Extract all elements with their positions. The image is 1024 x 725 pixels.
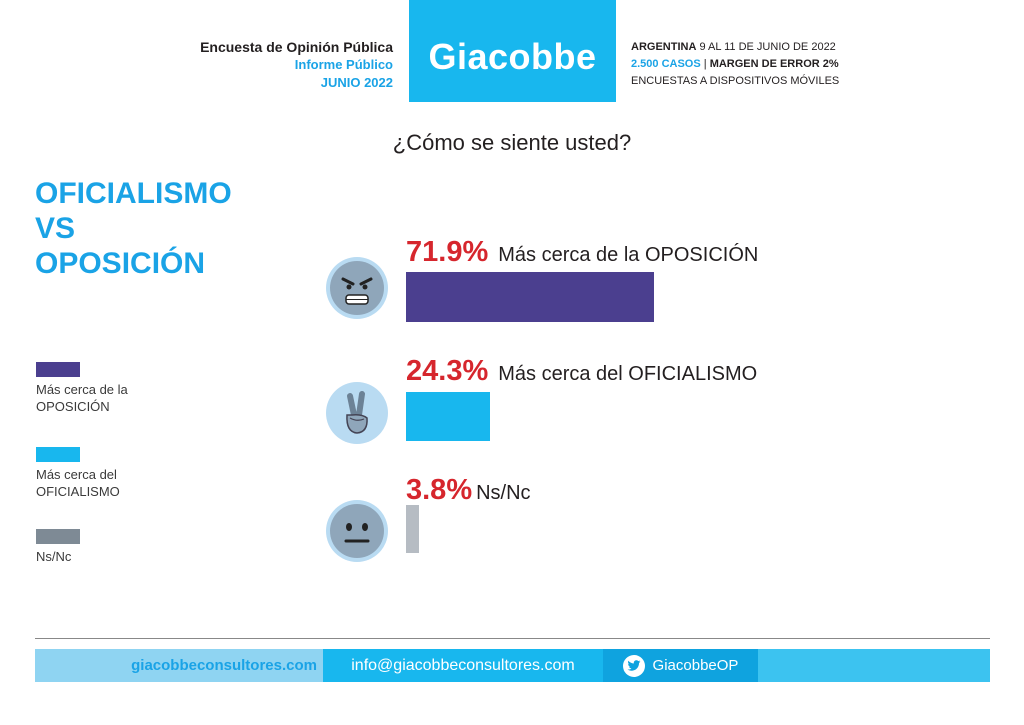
report-month: JUNIO 2022	[320, 75, 393, 90]
bar-label: 3.8% Ns/Nc	[406, 474, 531, 507]
victory-hand-icon	[326, 382, 388, 444]
legend-swatch	[36, 529, 80, 544]
legend-item-oposicion: Más cerca de la OPOSICIÓN	[36, 362, 176, 415]
footer-fill	[758, 649, 990, 682]
legend-label-line: Más cerca de la	[36, 382, 128, 397]
survey-details: ARGENTINA 9 AL 11 DE JUNIO DE 2022 2.500…	[631, 39, 839, 90]
separator: |	[703, 58, 707, 70]
data-label: 24.3%	[406, 355, 489, 387]
side-title-line: OFICIALISMO	[35, 177, 232, 210]
survey-title: Encuesta de Opinión Pública	[200, 39, 393, 55]
twitter-bird-icon	[622, 654, 645, 677]
survey-dates-line: ARGENTINA 9 AL 11 DE JUNIO DE 2022	[631, 39, 839, 56]
twitter-link[interactable]: GiacobbeOP	[603, 649, 758, 682]
giacobbe-logo: Giacobbe	[409, 0, 616, 102]
survey-info: Encuesta de Opinión Pública Informe Públ…	[200, 38, 393, 92]
chart-title: ¿Cómo se siente usted?	[392, 130, 632, 155]
bar	[406, 505, 420, 553]
side-title-line: VS	[35, 212, 76, 245]
category-label: Más cerca de la OPOSICIÓN	[498, 244, 759, 266]
angry-face-icon	[326, 257, 388, 319]
survey-dates: 9 AL 11 DE JUNIO DE 2022	[699, 41, 836, 53]
bar	[406, 272, 655, 322]
side-title: OFICIALISMO VS OPOSICIÓN	[35, 176, 232, 281]
data-label: 3.8%	[406, 474, 473, 506]
legend-swatch	[36, 447, 80, 462]
country: ARGENTINA	[631, 41, 697, 53]
case-count: 2.500 CASOS	[631, 58, 701, 70]
logo-text: Giacobbe	[428, 36, 597, 77]
neutral-face-icon	[326, 500, 388, 562]
data-label: 71.9%	[406, 236, 489, 268]
footer-divider	[35, 638, 990, 639]
legend-label-line: Ns/Nc	[36, 549, 72, 564]
website-link[interactable]: giacobbeconsultores.com	[35, 649, 323, 682]
legend-label: Más cerca del OFICIALISMO	[36, 466, 176, 500]
category-label: Más cerca del OFICIALISMO	[498, 363, 758, 385]
email-link[interactable]: info@giacobbeconsultores.com	[323, 649, 603, 682]
bar-label: 24.3% Más cerca del OFICIALISMO	[406, 355, 757, 388]
legend-swatch	[36, 362, 80, 377]
side-title-line: OPOSICIÓN	[35, 247, 206, 280]
legend-label: Más cerca de la OPOSICIÓN	[36, 381, 176, 415]
legend-label: Ns/Nc	[36, 548, 176, 565]
twitter-handle: GiacobbeOP	[652, 657, 739, 674]
survey-method: ENCUESTAS A DISPOSITIVOS MÓVILES	[631, 75, 840, 87]
legend-label-line: OFICIALISMO	[36, 484, 120, 499]
legend-label-line: Más cerca del	[36, 467, 117, 482]
bar	[406, 392, 490, 441]
category-label: Ns/Nc	[476, 482, 531, 504]
report-type: Informe Público	[294, 57, 393, 72]
legend-item-oficialismo: Más cerca del OFICIALISMO	[36, 447, 176, 500]
survey-sample-line: 2.500 CASOS | MARGEN DE ERROR 2%	[631, 56, 839, 73]
bar-label: 71.9% Más cerca de la OPOSICIÓN	[406, 236, 758, 269]
footer-bar: giacobbeconsultores.com info@giacobbecon…	[35, 649, 990, 682]
legend-label-line: OPOSICIÓN	[36, 399, 110, 414]
legend-item-nsnc: Ns/Nc	[36, 529, 176, 565]
margin-of-error: MARGEN DE ERROR 2%	[709, 58, 839, 70]
